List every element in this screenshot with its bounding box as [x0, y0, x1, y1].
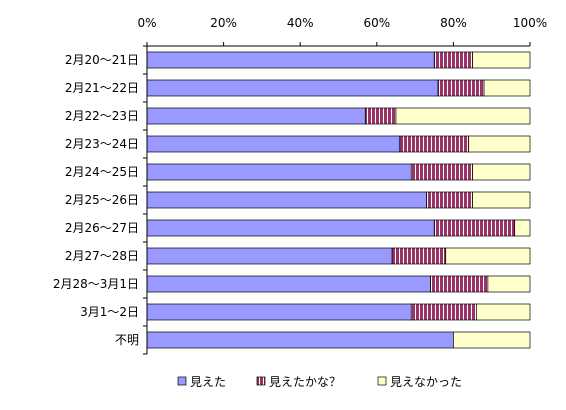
x-tick-label: 40%	[287, 16, 314, 30]
legend-label-3: 見えなかった	[390, 375, 462, 389]
x-tick-label: 0%	[137, 16, 156, 30]
category-label: 2月20～21日	[65, 53, 139, 67]
bar-segment-1-row-1	[146, 51, 435, 69]
x-tick-labels: 0% 20% 40% 60% 80% 100%	[137, 16, 547, 30]
bar-segment-1-row-10	[146, 303, 412, 321]
bar-segment-3-row-4	[468, 135, 531, 153]
bar-segment-3-row-6	[472, 191, 531, 209]
bars-layer	[146, 51, 531, 349]
bar-segment-2-row-3	[364, 107, 397, 125]
x-tick-label: 100%	[513, 16, 547, 30]
bar-segment-2-row-9	[430, 275, 489, 293]
bar-segment-3-row-1	[472, 51, 531, 69]
legend-label-2: 見えたかな？	[269, 375, 341, 389]
bar-segment-1-row-3	[146, 107, 366, 125]
x-tick-label: 60%	[363, 16, 390, 30]
category-label: 2月27～28日	[65, 249, 139, 263]
bar-segment-3-row-9	[487, 275, 531, 293]
bar-segment-2-row-1	[433, 51, 473, 69]
legend-swatch-3	[377, 376, 387, 386]
bar-segment-2-row-4	[399, 135, 470, 153]
bar-segment-2-row-10	[410, 303, 477, 321]
category-label: 2月22～23日	[65, 109, 139, 123]
legend: 見えた 見えたかな？ 見えなかった	[177, 375, 462, 389]
category-label: 3月1～2日	[80, 305, 139, 319]
bar-segment-2-row-8	[391, 247, 447, 265]
axes-layer	[143, 42, 531, 355]
bar-segment-1-row-5	[146, 163, 412, 181]
category-labels: 2月20～21日 2月21～22日 2月22～23日 2月23～24日 2月24～25日…	[53, 53, 139, 347]
category-label: 2月23～24日	[65, 137, 139, 151]
category-label: 2月21～22日	[65, 81, 139, 95]
bar-segment-3-row-2	[483, 79, 531, 97]
bar-segment-2-row-5	[410, 163, 473, 181]
legend-label-1: 見えた	[190, 375, 226, 389]
bar-segment-3-row-10	[476, 303, 531, 321]
bar-segment-1-row-8	[146, 247, 393, 265]
x-tick-label: 80%	[440, 16, 467, 30]
category-label: 2月24～25日	[65, 165, 139, 179]
bar-segment-1-row-9	[146, 275, 431, 293]
bar-segment-3-row-7	[514, 219, 531, 237]
bar-segment-2-row-6	[426, 191, 473, 209]
bar-segment-2-row-2	[437, 79, 485, 97]
bar-segment-3-row-3	[395, 107, 531, 125]
legend-swatch-1	[177, 376, 187, 386]
bar-segment-1-row-6	[146, 191, 427, 209]
bar-segment-2-row-7	[433, 219, 516, 237]
bar-segment-1-row-2	[146, 79, 439, 97]
legend-swatch-2	[256, 376, 266, 386]
bar-segment-1-row-7	[146, 219, 435, 237]
bar-segment-1-row-4	[146, 135, 401, 153]
category-label: 2月26～27日	[65, 221, 139, 235]
category-label: 2月28～3月1日	[53, 277, 139, 291]
category-label: 2月25～26日	[65, 193, 139, 207]
bar-segment-3-row-11	[453, 331, 531, 349]
bar-segment-3-row-8	[445, 247, 531, 265]
x-tick-label: 20%	[210, 16, 237, 30]
bar-segment-3-row-5	[472, 163, 531, 181]
category-label: 不明	[115, 333, 139, 347]
bar-segment-1-row-11	[146, 331, 454, 349]
